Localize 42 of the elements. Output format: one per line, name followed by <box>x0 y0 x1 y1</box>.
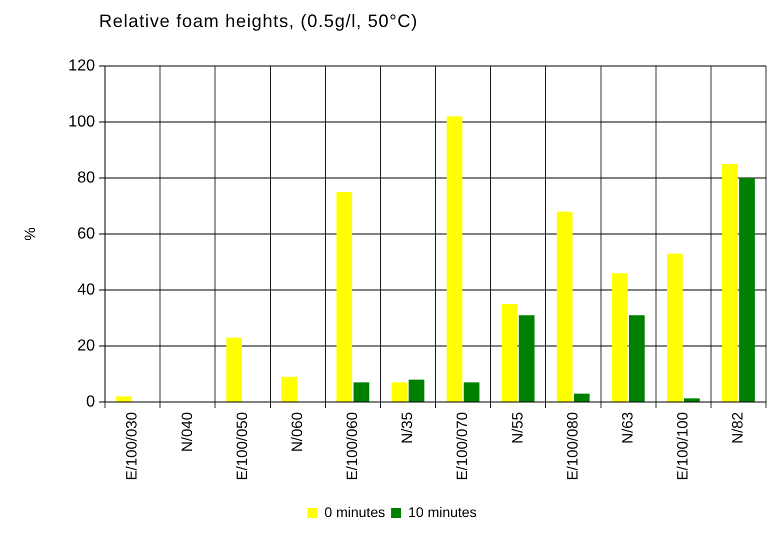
x-tick-label: E/100/030 <box>124 412 141 480</box>
bar <box>684 398 700 402</box>
x-tick-label: E/100/060 <box>344 412 362 480</box>
bar <box>556 212 573 402</box>
bar <box>336 192 352 402</box>
bar <box>739 178 755 402</box>
x-tick-label: N/040 <box>178 412 196 452</box>
y-tick-label: 120 <box>68 57 96 74</box>
bar <box>446 116 462 402</box>
x-tick-label: N/82 <box>730 412 747 444</box>
bar <box>226 338 242 402</box>
x-tick-label: N/35 <box>399 412 416 444</box>
bar <box>612 273 628 402</box>
x-tick-label: E/100/050 <box>234 412 251 480</box>
bar <box>116 396 132 402</box>
x-tick-label: N/55 <box>509 412 526 444</box>
bar <box>354 382 370 402</box>
bar <box>502 304 518 402</box>
y-tick-label: 0 <box>86 393 96 410</box>
y-axis-title: % <box>22 227 40 241</box>
bar <box>722 164 738 402</box>
chart-title: Relative foam heights, (0.5g/l, 50°C) <box>99 11 418 32</box>
y-tick-label: 80 <box>77 169 96 186</box>
bar <box>408 380 424 402</box>
bar <box>628 315 645 402</box>
legend-label: 0 minutes <box>324 504 386 520</box>
y-tick-label: 60 <box>77 225 96 242</box>
y-tick-label: 40 <box>77 281 96 298</box>
x-tick-label: E/100/080 <box>564 412 582 480</box>
bar <box>281 376 298 402</box>
bar <box>464 382 480 402</box>
bar <box>574 394 590 402</box>
x-tick-label: E/100/100 <box>674 412 692 480</box>
bar <box>518 315 535 402</box>
x-tick-label: N/060 <box>288 412 306 452</box>
legend-label: 10 minutes <box>408 504 477 520</box>
x-tick-label: E/100/070 <box>454 412 472 480</box>
x-tick-label: N/63 <box>619 412 636 444</box>
y-tick-label: 20 <box>77 337 96 354</box>
y-tick-label: 100 <box>68 113 96 130</box>
bar <box>666 254 683 402</box>
bar <box>392 382 408 402</box>
